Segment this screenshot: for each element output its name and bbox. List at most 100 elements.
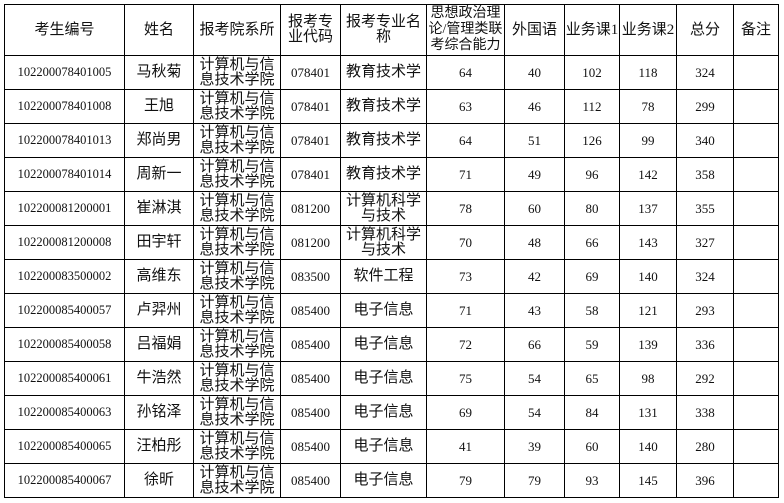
exam-id-cell: 102200083500002 [4, 259, 125, 294]
course1-score-cell: 126 [564, 123, 620, 158]
foreign-language-score-cell: 43 [504, 293, 565, 328]
politics-score-cell: 73 [426, 259, 505, 294]
exam-id-cell: 102200085400067 [4, 463, 125, 498]
header-major-name: 报考专业名称 [340, 4, 427, 56]
major-name-cell: 教育技术学 [340, 89, 427, 124]
major-name-cell: 教育技术学 [340, 157, 427, 192]
table-row: 102200078401013 郑尚男 计算机与信息技术学院 078401 教育技术学 6… [4, 123, 779, 158]
remarks-cell [733, 429, 779, 464]
course2-score-cell: 140 [619, 259, 677, 294]
table-row: 102200078401005 马秋菊 计算机与信息技术学院 078401 教育技术学 6… [4, 55, 779, 90]
header-row: 考生编号 姓名 报考院系所 报考专业代码 报考专业名称 思想政治理论/管理类联考综合能力外… [4, 4, 779, 56]
foreign-language-score-cell: 42 [504, 259, 565, 294]
course1-score-cell: 93 [564, 463, 620, 498]
major-code-cell: 081200 [280, 225, 341, 260]
header-remarks: 备注 [733, 4, 779, 56]
major-name-cell: 电子信息 [340, 395, 427, 430]
major-name-cell: 电子信息 [340, 327, 427, 362]
header-exam-id: 考生编号 [4, 4, 125, 56]
course2-score-cell: 140 [619, 429, 677, 464]
major-code-cell: 078401 [280, 89, 341, 124]
table-row: 102200085400065 汪柏彤 计算机与信息技术学院 085400 电子信息 41… [4, 429, 779, 464]
major-code-cell: 078401 [280, 55, 341, 90]
exam-id-cell: 102200081200008 [4, 225, 125, 260]
total-score-cell: 336 [676, 327, 734, 362]
course1-score-cell: 60 [564, 429, 620, 464]
politics-score-cell: 41 [426, 429, 505, 464]
course2-score-cell: 139 [619, 327, 677, 362]
politics-score-cell: 70 [426, 225, 505, 260]
remarks-cell [733, 55, 779, 90]
course1-score-cell: 84 [564, 395, 620, 430]
major-code-cell: 081200 [280, 191, 341, 226]
total-score-cell: 292 [676, 361, 734, 396]
total-score-cell: 293 [676, 293, 734, 328]
department-cell: 计算机与信息技术学院 [193, 157, 281, 192]
course1-score-cell: 66 [564, 225, 620, 260]
table-row: 102200085400058 吕福娟 计算机与信息技术学院 085400 电子信息 72… [4, 327, 779, 362]
politics-score-cell: 72 [426, 327, 505, 362]
total-score-cell: 358 [676, 157, 734, 192]
course2-score-cell: 121 [619, 293, 677, 328]
name-cell: 汪柏彤 [124, 429, 194, 464]
total-score-cell: 280 [676, 429, 734, 464]
exam-id-cell: 102200085400058 [4, 327, 125, 362]
major-code-cell: 085400 [280, 463, 341, 498]
remarks-cell [733, 123, 779, 158]
course1-score-cell: 80 [564, 191, 620, 226]
major-name-cell: 电子信息 [340, 429, 427, 464]
total-score-cell: 324 [676, 55, 734, 90]
course1-score-cell: 58 [564, 293, 620, 328]
remarks-cell [733, 89, 779, 124]
header-course2: 业务课2 [619, 4, 677, 56]
foreign-language-score-cell: 39 [504, 429, 565, 464]
total-score-cell: 355 [676, 191, 734, 226]
name-cell: 卢羿州 [124, 293, 194, 328]
course1-score-cell: 102 [564, 55, 620, 90]
name-cell: 崔淋淇 [124, 191, 194, 226]
name-cell: 吕福娟 [124, 327, 194, 362]
politics-score-cell: 69 [426, 395, 505, 430]
department-cell: 计算机与信息技术学院 [193, 327, 281, 362]
major-code-cell: 085400 [280, 361, 341, 396]
foreign-language-score-cell: 49 [504, 157, 565, 192]
header-name: 姓名 [124, 4, 194, 56]
department-cell: 计算机与信息技术学院 [193, 259, 281, 294]
header-course1: 业务课1 [564, 4, 620, 56]
major-code-cell: 085400 [280, 429, 341, 464]
major-name-cell: 软件工程 [340, 259, 427, 294]
department-cell: 计算机与信息技术学院 [193, 89, 281, 124]
department-cell: 计算机与信息技术学院 [193, 191, 281, 226]
course2-score-cell: 99 [619, 123, 677, 158]
foreign-language-score-cell: 79 [504, 463, 565, 498]
major-code-cell: 078401 [280, 157, 341, 192]
exam-id-cell: 102200078401005 [4, 55, 125, 90]
department-cell: 计算机与信息技术学院 [193, 361, 281, 396]
total-score-cell: 396 [676, 463, 734, 498]
foreign-language-score-cell: 54 [504, 361, 565, 396]
politics-score-cell: 79 [426, 463, 505, 498]
name-cell: 郑尚男 [124, 123, 194, 158]
major-code-cell: 085400 [280, 395, 341, 430]
exam-id-cell: 102200085400061 [4, 361, 125, 396]
foreign-language-score-cell: 51 [504, 123, 565, 158]
course2-score-cell: 118 [619, 55, 677, 90]
course2-score-cell: 145 [619, 463, 677, 498]
foreign-language-score-cell: 54 [504, 395, 565, 430]
politics-score-cell: 64 [426, 123, 505, 158]
remarks-cell [733, 463, 779, 498]
course2-score-cell: 143 [619, 225, 677, 260]
department-cell: 计算机与信息技术学院 [193, 463, 281, 498]
foreign-language-score-cell: 40 [504, 55, 565, 90]
name-cell: 马秋菊 [124, 55, 194, 90]
exam-id-cell: 102200078401008 [4, 89, 125, 124]
politics-score-cell: 78 [426, 191, 505, 226]
table-row: 102200085400067 徐昕 计算机与信息技术学院 085400 电子信息 79 7… [4, 463, 779, 498]
exam-id-cell: 102200085400065 [4, 429, 125, 464]
name-cell: 牛浩然 [124, 361, 194, 396]
name-cell: 王旭 [124, 89, 194, 124]
header-politics: 思想政治理论/管理类联考综合能力 [426, 4, 505, 56]
remarks-cell [733, 395, 779, 430]
department-cell: 计算机与信息技术学院 [193, 55, 281, 90]
remarks-cell [733, 361, 779, 396]
